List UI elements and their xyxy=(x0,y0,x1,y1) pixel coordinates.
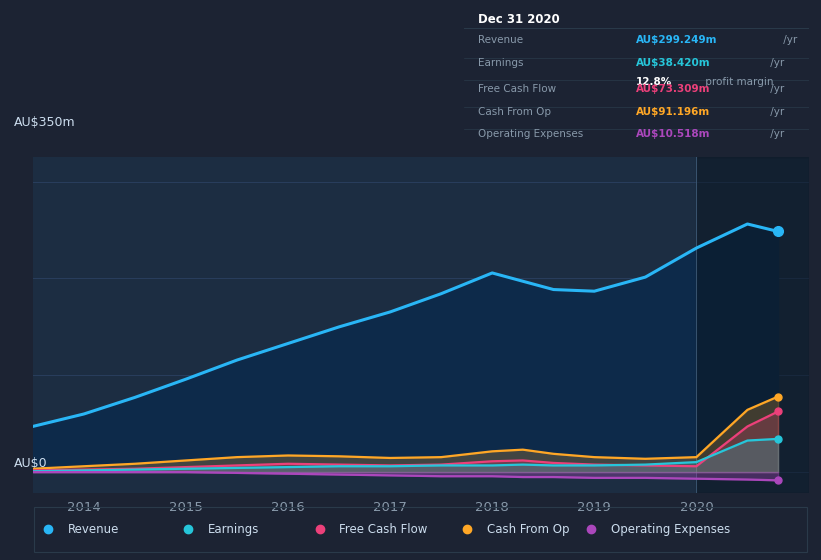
Text: /yr: /yr xyxy=(781,35,798,45)
Text: AU$91.196m: AU$91.196m xyxy=(636,106,710,116)
Text: AU$38.420m: AU$38.420m xyxy=(636,58,711,68)
Text: AU$73.309m: AU$73.309m xyxy=(636,84,711,94)
Text: Revenue: Revenue xyxy=(68,522,119,536)
Text: AU$10.518m: AU$10.518m xyxy=(636,129,711,139)
Text: profit margin: profit margin xyxy=(702,77,773,87)
Text: Earnings: Earnings xyxy=(478,58,523,68)
Text: Revenue: Revenue xyxy=(478,35,523,45)
Text: Free Cash Flow: Free Cash Flow xyxy=(478,84,556,94)
Text: Dec 31 2020: Dec 31 2020 xyxy=(478,13,559,26)
Text: Free Cash Flow: Free Cash Flow xyxy=(339,522,428,536)
Text: AU$299.249m: AU$299.249m xyxy=(636,35,718,45)
Bar xyxy=(696,157,809,493)
Text: Operating Expenses: Operating Expenses xyxy=(478,129,583,139)
Text: /yr: /yr xyxy=(768,58,785,68)
Text: Operating Expenses: Operating Expenses xyxy=(611,522,730,536)
Text: AU$0: AU$0 xyxy=(13,457,47,470)
Text: Cash From Op: Cash From Op xyxy=(487,522,569,536)
Text: AU$350m: AU$350m xyxy=(13,116,75,129)
Text: 12.8%: 12.8% xyxy=(636,77,672,87)
Text: Cash From Op: Cash From Op xyxy=(478,106,551,116)
Text: /yr: /yr xyxy=(768,106,785,116)
Text: /yr: /yr xyxy=(768,129,785,139)
Text: /yr: /yr xyxy=(768,84,785,94)
Text: Earnings: Earnings xyxy=(208,522,259,536)
